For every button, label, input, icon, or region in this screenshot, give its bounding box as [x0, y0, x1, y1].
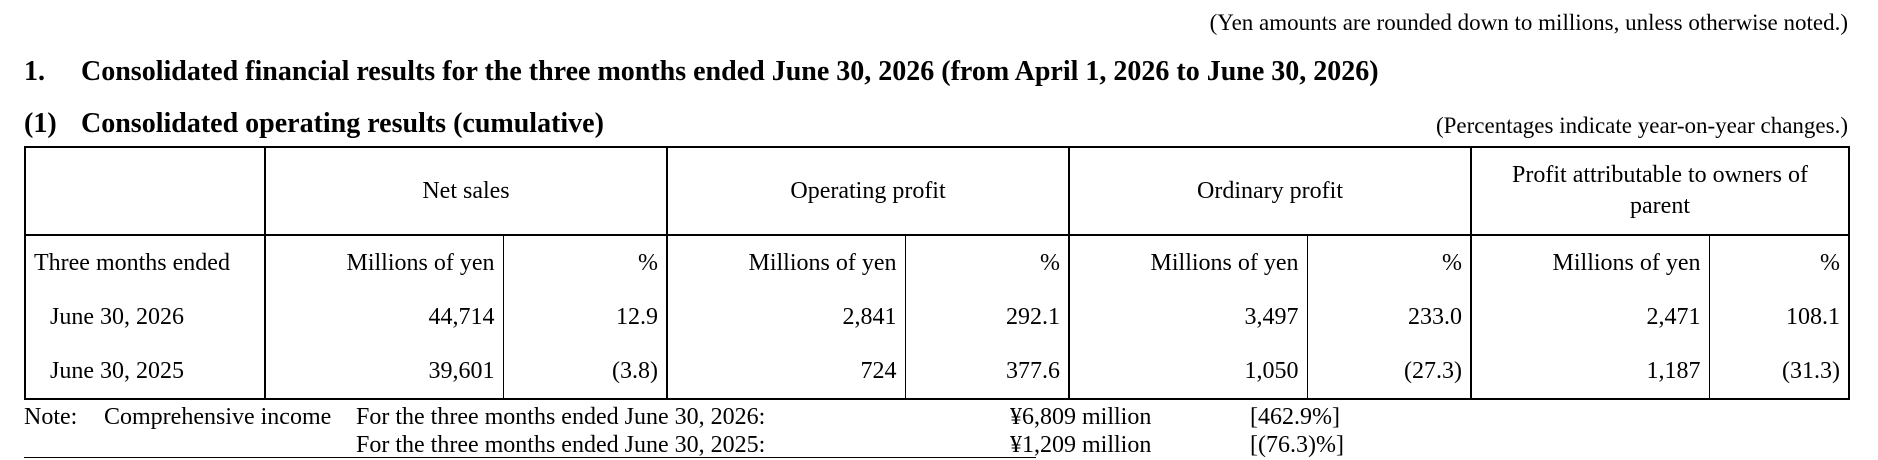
note-percentage: [(76.3)%] [1250, 432, 1344, 458]
note-label: Note: [24, 404, 78, 430]
profit-owners-pct: (31.3) [1709, 344, 1851, 400]
unit-net-sales: Millions of yen [265, 234, 504, 290]
operating-results-table: Net sales Operating profit Ordinary prof… [24, 146, 1851, 400]
unit-note: (Yen amounts are rounded down to million… [1209, 10, 1848, 35]
ordinary-profit-pct: 233.0 [1307, 290, 1473, 344]
note-amount: ¥6,809 million [1010, 404, 1152, 430]
net-sales-value: 44,714 [265, 290, 504, 344]
ordinary-profit-value: 3,497 [1069, 290, 1308, 344]
units-row: Three months ended Millions of yen % Mil… [24, 234, 1851, 290]
unit-ordinary-profit: Millions of yen [1069, 234, 1308, 290]
net-sales-pct: 12.9 [503, 290, 668, 344]
table-row: June 30, 2025 39,601 (3.8) 724 377.6 1,0… [24, 344, 1851, 400]
note-amount: ¥1,209 million [1010, 432, 1152, 458]
unit-profit-owners-pct: % [1709, 234, 1851, 290]
header-net-sales: Net sales [264, 146, 668, 236]
table-row: June 30, 2026 44,714 12.9 2,841 292.1 3,… [24, 290, 1851, 344]
row-label: June 30, 2025 [24, 344, 266, 400]
profit-owners-value: 2,471 [1471, 290, 1710, 344]
ordinary-profit-pct: (27.3) [1307, 344, 1473, 400]
section-heading: 1. Consolidated financial results for the… [24, 56, 1379, 88]
profit-owners-pct: 108.1 [1709, 290, 1851, 344]
note-period: For the three months ended June 30, 2025… [356, 432, 766, 458]
unit-net-sales-pct: % [503, 234, 668, 290]
unit-operating-profit-pct: % [905, 234, 1071, 290]
subsection-heading: (1) Consolidated operating results (cumul… [24, 108, 604, 140]
operating-profit-pct: 377.6 [905, 344, 1071, 400]
header-ordinary-profit: Ordinary profit [1068, 146, 1473, 236]
operating-profit-value: 2,841 [667, 290, 906, 344]
units-row-label: Three months ended [24, 234, 266, 290]
header-empty-cell [24, 146, 266, 236]
profit-owners-value: 1,187 [1471, 344, 1710, 400]
unit-profit-owners: Millions of yen [1471, 234, 1710, 290]
row-label: June 30, 2026 [24, 290, 266, 344]
net-sales-pct: (3.8) [503, 344, 668, 400]
header-profit-owners: Profit attributable to owners of parent [1470, 146, 1851, 236]
ordinary-profit-value: 1,050 [1069, 344, 1308, 400]
note-period: For the three months ended June 30, 2026… [356, 404, 766, 430]
operating-profit-pct: 292.1 [905, 290, 1071, 344]
note-description: Comprehensive income [104, 404, 332, 430]
subsection-title: Consolidated operating results (cumulati… [81, 108, 604, 139]
operating-profit-value: 724 [667, 344, 906, 400]
table-header-row: Net sales Operating profit Ordinary prof… [24, 146, 1851, 236]
note-divider [24, 457, 1036, 458]
subsection-number: (1) [24, 108, 57, 139]
header-operating-profit: Operating profit [665, 146, 1071, 236]
unit-ordinary-profit-pct: % [1307, 234, 1473, 290]
section-title: Consolidated financial results for the t… [81, 56, 1379, 87]
section-number: 1. [24, 56, 45, 87]
note-percentage: [462.9%] [1250, 404, 1340, 430]
net-sales-value: 39,601 [265, 344, 504, 400]
unit-operating-profit: Millions of yen [667, 234, 906, 290]
percentage-note: (Percentages indicate year-on-year chang… [1435, 113, 1848, 138]
